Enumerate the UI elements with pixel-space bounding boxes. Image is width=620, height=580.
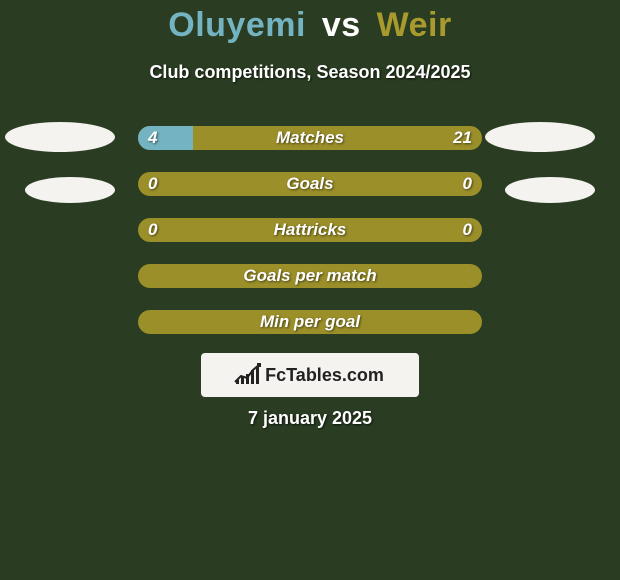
- title-player-left: Oluyemi: [168, 6, 306, 44]
- stat-bar-row: Goals per match: [138, 264, 482, 288]
- title-player-right: Weir: [377, 6, 452, 44]
- comparison-infographic: Oluyemi vs Weir Club competitions, Seaso…: [0, 0, 620, 580]
- stat-left-value: 0: [148, 218, 157, 242]
- page-title: Oluyemi vs Weir: [0, 6, 620, 45]
- stat-label: Goals per match: [138, 264, 482, 288]
- stat-right-value: 0: [463, 172, 472, 196]
- brand-text: FcTables.com: [265, 365, 384, 386]
- brand-bar-icon: [251, 370, 254, 384]
- decorative-oval: [25, 177, 115, 203]
- stat-label: Min per goal: [138, 310, 482, 334]
- decorative-oval: [485, 122, 595, 152]
- stat-bar-row: 421Matches: [138, 126, 482, 150]
- brand-bar-icon: [246, 374, 249, 384]
- decorative-oval: [505, 177, 595, 203]
- stat-bar-left-segment: [138, 126, 193, 150]
- brand-chart-icon: [236, 366, 259, 384]
- brand-bar-icon: [236, 380, 239, 384]
- stat-right-value: 0: [463, 218, 472, 242]
- stat-label: Goals: [138, 172, 482, 196]
- generation-date: 7 january 2025: [0, 408, 620, 429]
- title-vs: vs: [322, 6, 361, 44]
- stat-bar-row: 0 0Hattricks: [138, 218, 482, 242]
- decorative-oval: [5, 122, 115, 152]
- stat-left-value: 0: [148, 172, 157, 196]
- stat-label: Hattricks: [138, 218, 482, 242]
- brand-bar-icon: [241, 377, 244, 384]
- stat-bar-row: 0 0Goals: [138, 172, 482, 196]
- stat-bar-row: Min per goal: [138, 310, 482, 334]
- stat-right-value: 21: [453, 126, 472, 150]
- stat-left-value: 4: [148, 126, 157, 150]
- comparison-bars: 421Matches00Goals00HattricksGoals per ma…: [138, 126, 482, 356]
- brand-bar-icon: [256, 366, 259, 384]
- subtitle: Club competitions, Season 2024/2025: [0, 62, 620, 83]
- brand-badge: FcTables.com: [201, 353, 419, 397]
